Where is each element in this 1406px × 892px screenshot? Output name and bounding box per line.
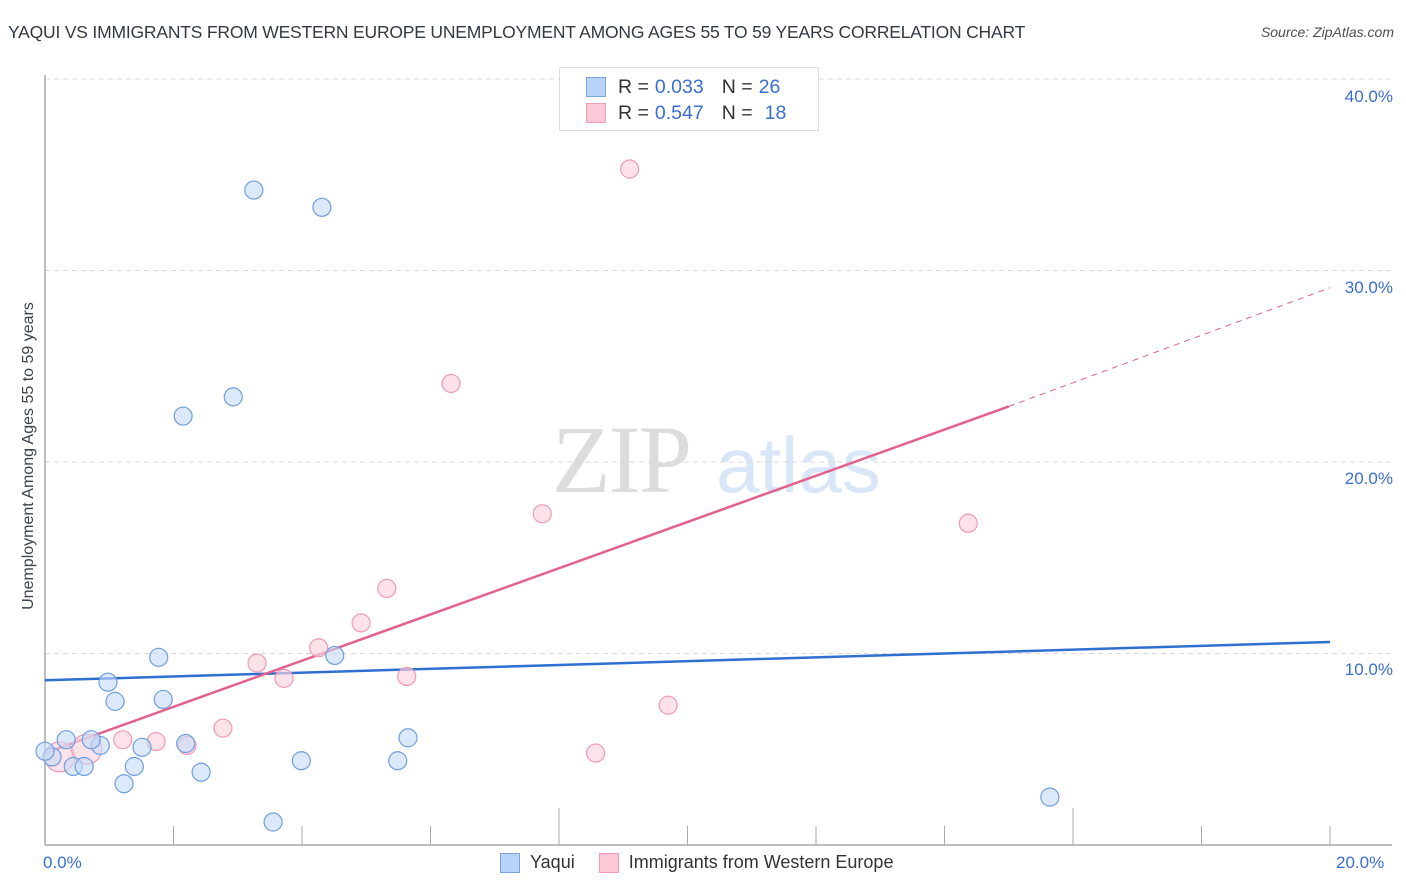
immigrants-data-point	[620, 159, 640, 179]
watermark-atlas: atlas	[716, 421, 881, 509]
immigrants-data-point	[586, 743, 606, 763]
n-label: N =	[721, 101, 753, 124]
immigrants-data-point	[247, 653, 267, 673]
immigrants-data-point	[532, 504, 552, 524]
immigrants-data-point	[658, 695, 678, 715]
yaqui-data-point	[56, 730, 76, 750]
source-label: Source: ZipAtlas.com	[1260, 24, 1394, 40]
immigrants-data-point	[213, 718, 233, 738]
yaqui-data-point	[114, 774, 134, 794]
correlation-legend: R = 0.033 N = 26 R = 0.547 N = 18	[559, 67, 819, 131]
yaqui-swatch-icon	[586, 77, 606, 97]
yaqui-data-point	[35, 741, 55, 761]
immigrants-data-point	[274, 668, 294, 688]
yaqui-data-point	[244, 180, 264, 200]
r-label: R =	[618, 101, 649, 124]
yaqui-data-point	[74, 756, 94, 777]
y-tick-10: 10.0%	[1344, 660, 1393, 679]
yaqui-data-point	[291, 751, 311, 771]
yaqui-data-point	[388, 751, 408, 771]
immigrants-data-point	[441, 373, 461, 394]
yaqui-data-point	[312, 197, 332, 217]
yaqui-data-point	[105, 691, 125, 711]
yaqui-data-point	[81, 730, 101, 750]
yaqui-trend-line	[44, 640, 1331, 682]
immigrants-data-point	[351, 613, 371, 633]
yaqui-data-point	[325, 645, 345, 666]
yaqui-data-point	[132, 737, 152, 757]
yaqui-swatch-icon	[500, 852, 520, 873]
yaqui-data-point	[398, 728, 418, 748]
immigrants-swatch-icon	[598, 852, 619, 873]
immigrants-data-point	[113, 730, 133, 750]
yaqui-data-point	[173, 406, 193, 426]
y-tick-30: 30.0%	[1344, 278, 1393, 297]
yaqui-data-point	[1040, 787, 1060, 807]
immigrants-trend-line	[44, 405, 1010, 755]
yaqui-data-point	[149, 647, 169, 667]
y-axis-label: Unemployment Among Ages 55 to 59 years	[20, 302, 37, 610]
yaqui-data-point	[176, 733, 196, 754]
r-value: 0.033	[654, 75, 704, 98]
yaqui-data-point	[191, 762, 211, 782]
n-value: 18	[764, 101, 787, 124]
yaqui-data-point	[263, 812, 283, 832]
watermark-zip: ZIP	[552, 406, 692, 513]
legend-row-immigrants: R = 0.547 N = 18	[586, 101, 786, 125]
immigrants-data-point	[958, 513, 978, 533]
legend-row-yaqui: R = 0.033 N = 26	[586, 75, 780, 99]
immigrants-data-point	[377, 578, 397, 598]
n-label: N =	[721, 75, 753, 98]
immigrants-trend-extension	[1008, 287, 1331, 407]
y-tick-40: 40.0%	[1344, 87, 1393, 106]
yaqui-data-point	[223, 387, 243, 407]
legend-item-yaqui[interactable]: Yaqui	[500, 852, 575, 873]
series-legend: Yaqui Immigrants from Western Europe	[500, 852, 917, 873]
legend-item-immigrants[interactable]: Immigrants from Western Europe	[598, 852, 894, 873]
x-tick-min: 0.0%	[43, 853, 82, 872]
yaqui-data-point	[124, 756, 144, 777]
legend-label-yaqui: Yaqui	[530, 852, 575, 872]
immigrants-data-point	[397, 666, 417, 687]
yaqui-data-point	[98, 672, 118, 692]
x-tick-max: 20.0%	[1336, 853, 1385, 872]
r-value: 0.547	[654, 101, 704, 124]
chart-title: YAQUI VS IMMIGRANTS FROM WESTERN EUROPE …	[8, 22, 1026, 42]
immigrants-swatch-icon	[586, 103, 606, 123]
yaqui-data-point	[153, 689, 173, 710]
legend-label-immigrants: Immigrants from Western Europe	[628, 852, 894, 872]
n-value: 26	[758, 75, 781, 98]
r-label: R =	[618, 75, 649, 98]
y-tick-20: 20.0%	[1344, 469, 1393, 488]
immigrants-data-point	[309, 638, 329, 658]
